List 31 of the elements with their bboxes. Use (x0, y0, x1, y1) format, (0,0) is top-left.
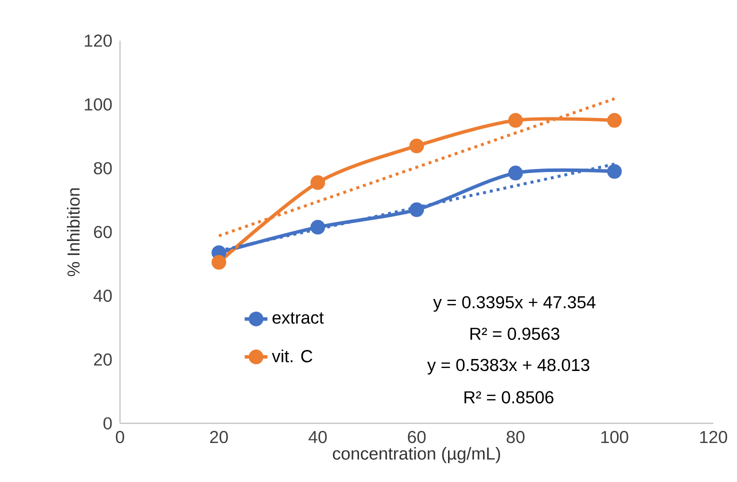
x-tick-label: 40 (308, 430, 327, 444)
x-tick-label: 120 (700, 430, 728, 444)
point (508, 166, 523, 180)
y-tick-label: 100 (84, 98, 112, 111)
point (409, 202, 424, 218)
y-tick-label: 20 (94, 353, 112, 366)
x-tick-label: 80 (506, 430, 525, 444)
point (409, 138, 424, 154)
x-axis-title: concentration (µg/mL) (332, 446, 500, 464)
legend-label: vit. C (272, 350, 312, 362)
y-tick-label: 40 (94, 290, 112, 302)
x-tick-label: 0 (116, 430, 124, 444)
y-tick-label: 80 (94, 162, 112, 174)
y-tick-label: 0 (103, 417, 112, 430)
annotation: R² = 0.9563 (470, 328, 560, 340)
point (212, 254, 226, 270)
point (310, 175, 326, 190)
point (310, 220, 326, 235)
point (508, 113, 523, 128)
point (607, 164, 622, 179)
x-tick-label: 20 (210, 430, 228, 444)
y-tick-label: 120 (84, 34, 112, 47)
annotation: y = 0.3395x + 47.354 (433, 296, 596, 312)
y-tick-label: 60 (94, 226, 112, 238)
annotation: R² = 0.8506 (464, 391, 554, 404)
x-tick-label: 100 (601, 430, 628, 444)
annotation: y = 0.5383x + 48.013 (427, 358, 590, 375)
point (607, 113, 622, 128)
x-tick-label: 60 (408, 430, 426, 444)
legend-label: extract (272, 312, 324, 324)
y-axis-title: % Inhibition (66, 188, 80, 276)
